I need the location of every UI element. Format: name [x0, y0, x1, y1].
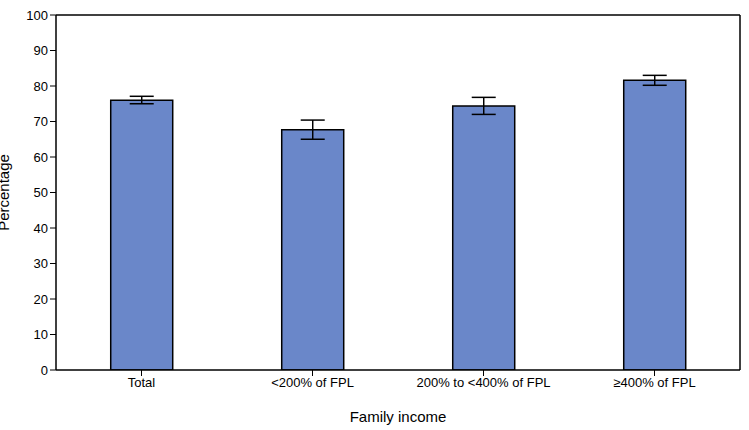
svg-text:80: 80: [34, 79, 48, 94]
svg-text:20: 20: [34, 292, 48, 307]
svg-text:10: 10: [34, 327, 48, 342]
svg-text:100: 100: [26, 8, 48, 23]
svg-text:90: 90: [34, 43, 48, 58]
svg-text:<200% of FPL: <200% of FPL: [271, 375, 354, 390]
svg-text:Family income: Family income: [350, 408, 447, 425]
svg-text:70: 70: [34, 114, 48, 129]
svg-text:200% to <400% of FPL: 200% to <400% of FPL: [416, 375, 550, 390]
svg-text:30: 30: [34, 256, 48, 271]
svg-text:Total: Total: [128, 375, 156, 390]
svg-text:60: 60: [34, 150, 48, 165]
svg-text:≥400% of FPL: ≥400% of FPL: [613, 375, 695, 390]
svg-text:40: 40: [34, 221, 48, 236]
svg-text:50: 50: [34, 185, 48, 200]
svg-text:0: 0: [41, 363, 48, 378]
svg-text:Percentage: Percentage: [8, 154, 12, 231]
